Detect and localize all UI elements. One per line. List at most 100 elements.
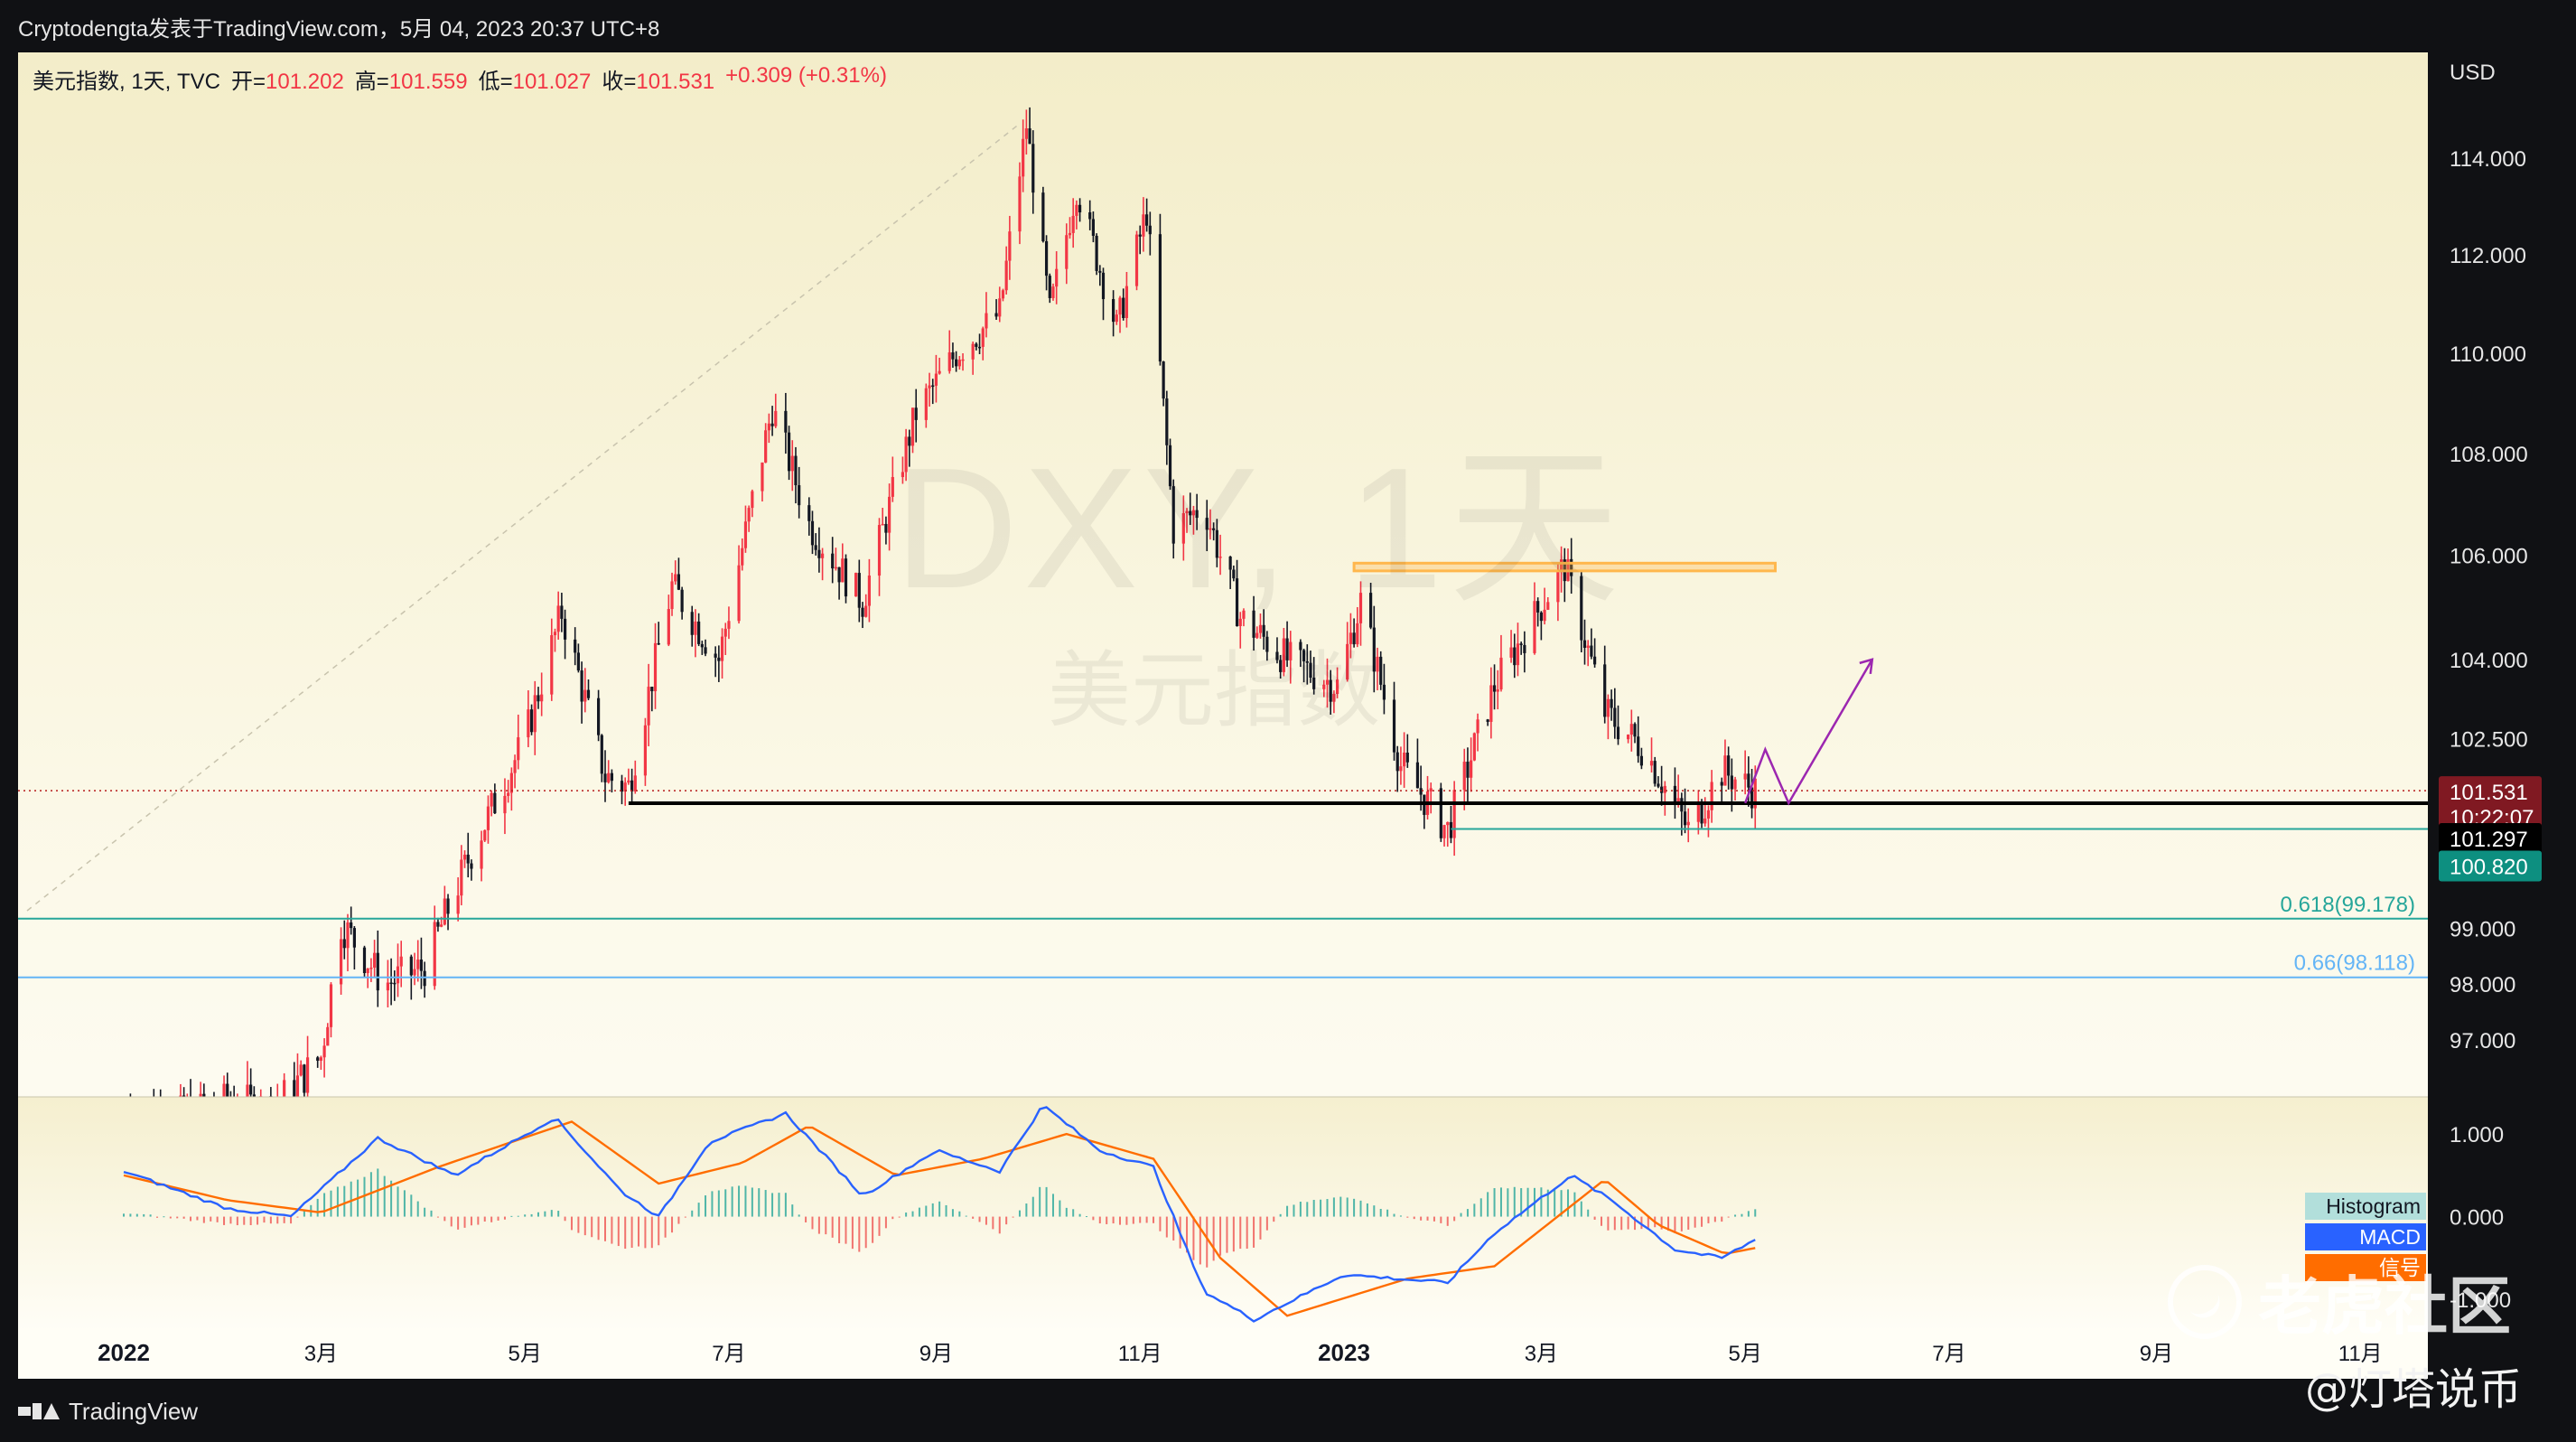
candle (747, 505, 751, 532)
candle (1590, 628, 1593, 660)
histogram-bar (330, 1190, 332, 1217)
histogram-bar (216, 1216, 219, 1222)
macd-pane-background (18, 1097, 2428, 1339)
candle-body (1616, 726, 1620, 740)
candle (529, 704, 534, 735)
candle-body (1352, 632, 1356, 645)
candle (1533, 582, 1536, 655)
candle (928, 372, 931, 407)
candle-body (1415, 762, 1420, 789)
histogram-bar (798, 1214, 800, 1217)
candle (1452, 781, 1456, 857)
candle (1068, 217, 1072, 239)
candle (1720, 777, 1723, 805)
histogram-bar (864, 1216, 867, 1249)
histogram-bar (938, 1201, 941, 1217)
histogram-bar (845, 1216, 847, 1244)
candle (704, 639, 707, 657)
low-price-tag-text-0: 100.820 (2450, 856, 2528, 880)
candle-body (1743, 773, 1747, 780)
tradingview-logo[interactable]: TradingView (18, 1397, 198, 1426)
histogram-bar (1660, 1216, 1663, 1230)
candle-body (1653, 761, 1657, 784)
candle (1466, 747, 1470, 802)
candle (981, 326, 985, 360)
histogram-bar (1640, 1216, 1643, 1230)
candle-body (1382, 684, 1386, 700)
name-watermark: 美元指数 (1048, 645, 1381, 737)
candle-body (680, 589, 684, 613)
histogram-bar (557, 1211, 560, 1217)
candle-body (322, 1045, 326, 1058)
candle (493, 783, 497, 814)
histogram-bar (1526, 1187, 1529, 1217)
candle (1492, 664, 1497, 710)
candle-body (252, 1094, 256, 1097)
histogram-bar (711, 1191, 714, 1217)
community-watermark-text: 老虎社区 (2258, 1271, 2511, 1342)
candle (884, 516, 888, 545)
time-axis: 2022 3月 5月 7月 9月 11月 2023 3月 5月 7月 9月 11月 (18, 1328, 2428, 1379)
candle-body (517, 737, 520, 761)
candle-body (1663, 785, 1666, 793)
histogram-bar (1386, 1209, 1389, 1217)
candle-body (955, 359, 958, 367)
price-axis-bg (2428, 52, 2576, 1379)
candle-body (1205, 518, 1209, 530)
histogram-bar (724, 1189, 727, 1217)
histogram-bar (223, 1216, 226, 1225)
candle (844, 554, 848, 604)
histogram-bar (1406, 1216, 1409, 1218)
histogram-bar (1306, 1202, 1309, 1217)
candle-body (1162, 361, 1165, 399)
candle (741, 538, 744, 571)
candle-body (1637, 736, 1640, 756)
candle-body (774, 410, 778, 426)
candle (352, 925, 356, 970)
histogram-bar (671, 1216, 674, 1233)
candle (1673, 767, 1677, 819)
candle (1138, 225, 1142, 255)
candle (1065, 223, 1069, 285)
histogram-bar (1092, 1216, 1095, 1221)
histogram-bar (410, 1194, 413, 1217)
candle-body (293, 1080, 296, 1097)
candle (1242, 608, 1246, 627)
candle-body (794, 455, 798, 486)
candle-body (299, 1064, 303, 1076)
histogram-bar (1106, 1216, 1108, 1224)
histogram-bar (945, 1204, 947, 1217)
candle (650, 686, 654, 712)
price-pane: 0.618(99.178) 0.66(98.118) (18, 107, 2428, 1097)
histogram-tag-text: Histogram (2326, 1194, 2421, 1218)
candle-body (957, 360, 961, 367)
histogram-bar (1346, 1197, 1349, 1217)
histogram-bar (1507, 1188, 1509, 1217)
candle-body (1559, 559, 1563, 571)
histogram-bar (878, 1216, 881, 1236)
candle-body (1730, 775, 1733, 790)
candle (1657, 776, 1660, 789)
candle-body (1536, 601, 1540, 613)
low-price-tag-bg (2439, 850, 2542, 882)
candle (1629, 709, 1633, 752)
candle-body (1312, 677, 1316, 689)
candle (483, 829, 487, 842)
time-tick-11: 11月 (2338, 1342, 2383, 1366)
candle (1088, 200, 1092, 230)
candle (276, 1083, 279, 1097)
legend-symbol[interactable]: 美元指数, 1天, TVC (33, 70, 221, 94)
histogram-bar (202, 1216, 205, 1223)
candle-body (1055, 268, 1059, 287)
candle-body (316, 1057, 320, 1062)
candle-body (366, 969, 369, 974)
candle (199, 1082, 202, 1097)
candle-body (1091, 219, 1095, 236)
candle (490, 790, 493, 817)
candle (1185, 508, 1189, 533)
candle-body (443, 898, 446, 925)
chart-canvas[interactable]: 0.618(99.178) 0.66(98.118) Histogram MACD 信… (0, 52, 2576, 1379)
candle (376, 930, 379, 1007)
candle (1289, 631, 1293, 684)
candle-body (643, 725, 648, 776)
